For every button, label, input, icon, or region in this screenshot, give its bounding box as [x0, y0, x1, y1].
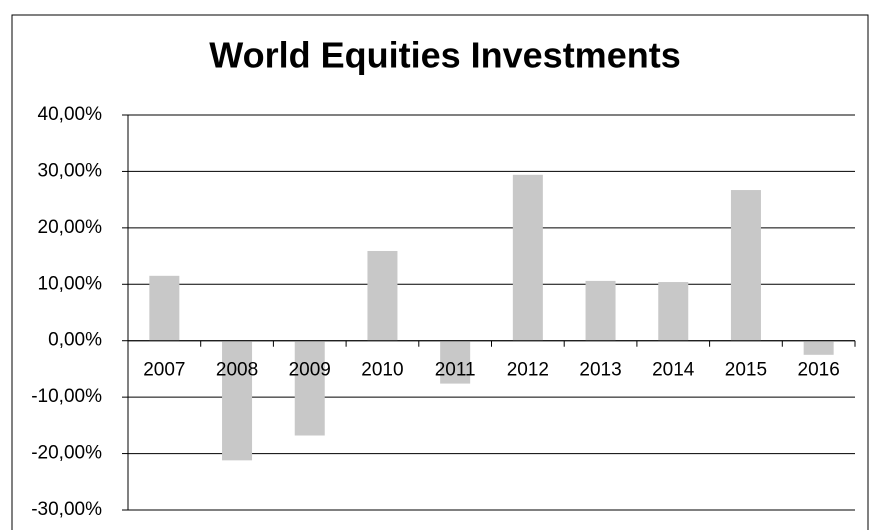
x-tick-label: 2008 — [216, 360, 258, 381]
bar — [512, 174, 543, 341]
y-tick-label: -20,00% — [31, 443, 102, 464]
x-tick-label: 2010 — [361, 360, 403, 381]
x-tick-label: 2011 — [435, 360, 476, 381]
y-tick-label: -30,00% — [31, 499, 102, 520]
bar — [440, 340, 471, 384]
y-tick-label: 20,00% — [38, 217, 103, 238]
y-tick-label: 30,00% — [38, 160, 103, 181]
x-tick-label: 2014 — [652, 360, 695, 381]
bar — [222, 340, 253, 461]
x-tick-label: 2013 — [579, 360, 621, 381]
bar — [658, 282, 689, 341]
x-tick-label: 2012 — [507, 360, 549, 381]
chart-title: World Equities Investments — [209, 35, 680, 76]
x-tick-label: 2007 — [143, 360, 185, 381]
x-tick-label: 2015 — [725, 360, 767, 381]
x-tick-label: 2016 — [798, 360, 840, 381]
chart-frame — [11, 14, 869, 530]
bar — [803, 340, 834, 355]
bar — [730, 190, 761, 341]
y-tick-label: 40,00% — [38, 104, 103, 125]
bar — [149, 275, 180, 341]
bar — [367, 250, 398, 341]
bar — [585, 280, 616, 341]
y-tick-label: -10,00% — [31, 386, 102, 407]
x-tick-label: 2009 — [289, 360, 331, 381]
bar — [294, 340, 325, 436]
y-tick-label: 10,00% — [38, 273, 103, 294]
y-tick-label: 0,00% — [48, 330, 102, 351]
